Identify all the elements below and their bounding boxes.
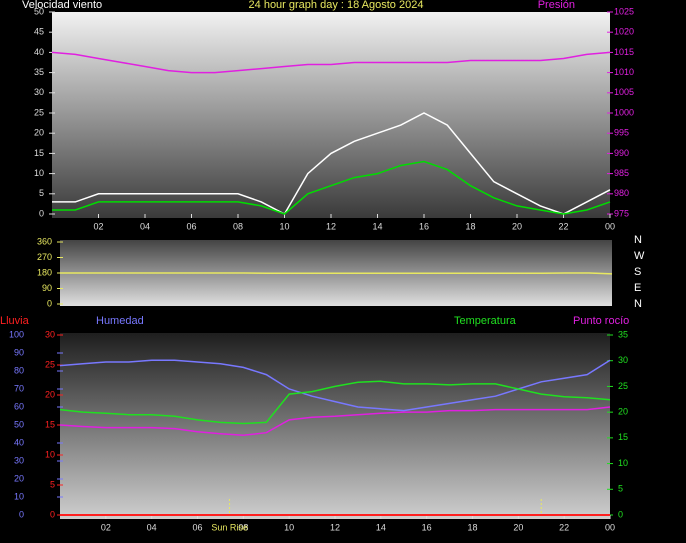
y2-tick-label: 1010	[614, 67, 634, 77]
y-tick-label: 20	[14, 473, 24, 483]
y-tick-label: 100	[9, 329, 24, 339]
x-tick-label: 02	[93, 221, 103, 231]
x-tick-label: 04	[140, 221, 150, 231]
chart-title: 24 hour graph day : 18 Agosto 2024	[249, 0, 424, 11]
y3-tick-label: 0	[50, 509, 55, 519]
y-tick-label: 25	[34, 107, 44, 117]
plot-area	[60, 333, 610, 519]
x-tick-label: 08	[233, 221, 243, 231]
y2-axis-title: Presión	[538, 0, 575, 11]
series-line	[52, 160, 611, 215]
y2-tick-label: 25	[618, 381, 628, 391]
legend-label: Temperatura	[454, 315, 517, 327]
x-tick-label: 20	[513, 522, 523, 532]
y2-tick-label: 0	[618, 509, 623, 519]
y3-tick-label: 5	[50, 479, 55, 489]
x-tick-label: 04	[147, 522, 157, 532]
y-axis-title: Velocidad viento	[22, 0, 102, 11]
y-tick-label: 35	[34, 67, 44, 77]
y-tick-label: 60	[14, 401, 24, 411]
compass-label: E	[634, 282, 641, 294]
y2-tick-label: 35	[618, 329, 628, 339]
x-tick-label: 00	[605, 221, 615, 231]
x-tick-label: 14	[372, 221, 382, 231]
y3-tick-label: 30	[45, 329, 55, 339]
x-tick-label: 22	[558, 221, 568, 231]
x-tick-label: 12	[330, 522, 340, 532]
series-line	[59, 406, 611, 437]
x-tick-label: 00	[605, 522, 615, 532]
y2-tick-label: 985	[614, 168, 629, 178]
y-tick-label: 40	[14, 437, 24, 447]
x-tick-label: 16	[422, 522, 432, 532]
y3-tick-label: 20	[45, 389, 55, 399]
y-tick-label: 0	[19, 509, 24, 519]
y3-tick-label: 15	[45, 419, 55, 429]
x-tick-label: 12	[326, 221, 336, 231]
y-tick-label: 5	[39, 188, 44, 198]
y-tick-label: 30	[14, 455, 24, 465]
x-tick-label: 06	[186, 221, 196, 231]
y-tick-label: 0	[47, 298, 52, 308]
x-tick-label: 02	[101, 522, 111, 532]
y-tick-label: 20	[34, 128, 44, 138]
y2-tick-label: 1015	[614, 47, 634, 57]
y-tick-label: 45	[34, 27, 44, 37]
x-tick-label: 16	[419, 221, 429, 231]
y-tick-label: 40	[34, 47, 44, 57]
x-tick-label: 18	[465, 221, 475, 231]
y2-tick-label: 1020	[614, 27, 634, 37]
y2-tick-label: 995	[614, 128, 629, 138]
y3-tick-label: 25	[45, 359, 55, 369]
series-line	[52, 112, 611, 215]
x-tick-label: 10	[279, 221, 289, 231]
x-tick-label: 08	[238, 522, 248, 532]
y2-tick-label: 1025	[614, 6, 634, 16]
y-tick-label: 50	[14, 419, 24, 429]
legend-label: Humedad	[96, 315, 144, 327]
annotation: Sun Rise	[211, 522, 248, 532]
y2-tick-label: 975	[614, 208, 629, 218]
x-tick-label: 18	[467, 522, 477, 532]
y-tick-label: 10	[34, 168, 44, 178]
compass-label: N	[634, 234, 642, 246]
y2-tick-label: 980	[614, 188, 629, 198]
series-line	[51, 51, 611, 74]
y-tick-label: 180	[37, 267, 52, 277]
y-tick-label: 80	[14, 365, 24, 375]
x-tick-label: 20	[512, 221, 522, 231]
compass-label: N	[634, 298, 642, 310]
series-line	[59, 380, 611, 425]
y2-tick-label: 15	[618, 432, 628, 442]
y-tick-label: 0	[39, 208, 44, 218]
plot-area	[52, 12, 610, 218]
compass-label: W	[634, 250, 645, 262]
y2-tick-label: 30	[618, 355, 628, 365]
legend-label: Punto rocío	[573, 315, 629, 327]
legend-label: Lluvia	[0, 315, 30, 327]
y2-tick-label: 1005	[614, 87, 634, 97]
y-tick-label: 50	[34, 6, 44, 16]
y3-tick-label: 10	[45, 449, 55, 459]
y-tick-label: 270	[37, 252, 52, 262]
y-tick-label: 30	[34, 87, 44, 97]
x-tick-label: 10	[284, 522, 294, 532]
y2-tick-label: 990	[614, 148, 629, 158]
y-tick-label: 70	[14, 383, 24, 393]
x-tick-label: 22	[559, 522, 569, 532]
y-tick-label: 15	[34, 148, 44, 158]
compass-label: S	[634, 266, 641, 278]
y-tick-label: 360	[37, 236, 52, 246]
y-tick-label: 90	[42, 283, 52, 293]
x-tick-label: 14	[376, 522, 386, 532]
series-line	[60, 272, 613, 275]
y-tick-label: 10	[14, 491, 24, 501]
y2-tick-label: 5	[618, 484, 623, 494]
x-tick-label: 06	[192, 522, 202, 532]
y2-tick-label: 10	[618, 458, 628, 468]
y2-tick-label: 1000	[614, 107, 634, 117]
y-tick-label: 90	[14, 347, 24, 357]
y2-tick-label: 20	[618, 407, 628, 417]
